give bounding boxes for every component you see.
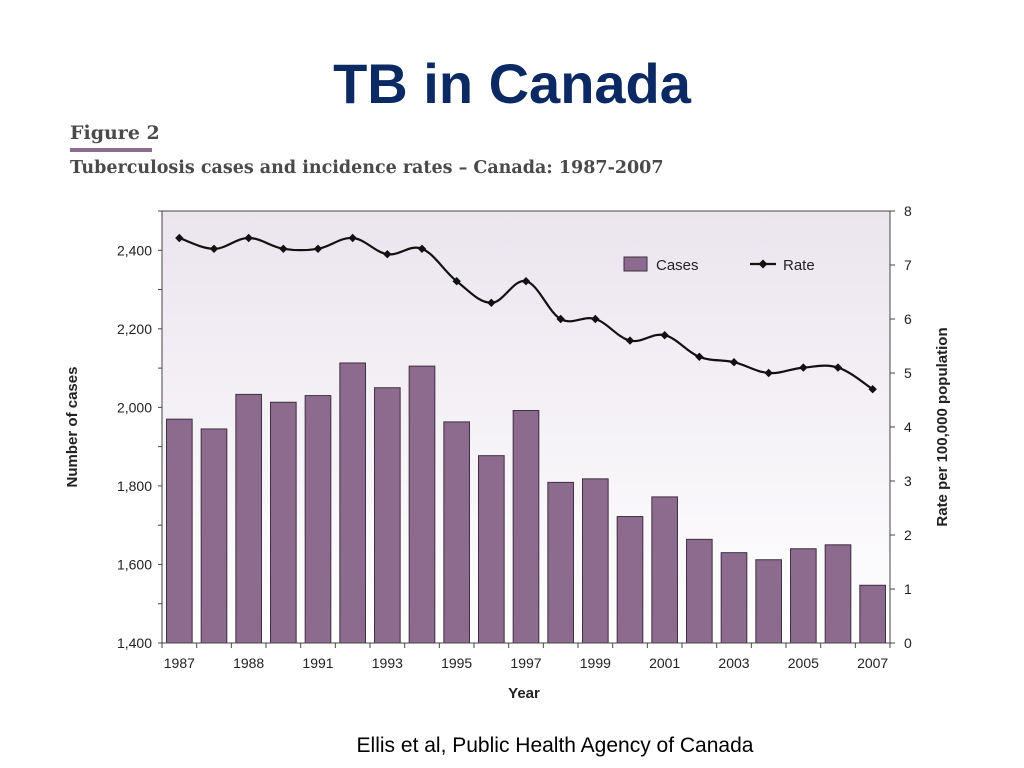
rate-point-1993 bbox=[383, 250, 392, 259]
rate-point-2000 bbox=[625, 336, 635, 345]
bar-1996 bbox=[478, 455, 505, 644]
rate-line bbox=[175, 233, 877, 394]
rate-point-1987 bbox=[175, 233, 184, 243]
bar-2003 bbox=[720, 552, 748, 644]
bar-2006 bbox=[824, 544, 852, 644]
right-tick-label: 8 bbox=[904, 203, 912, 219]
figure-label-underline bbox=[70, 148, 152, 152]
figure-label: Figure 2 bbox=[70, 122, 160, 144]
x-tick-label: 1988 bbox=[233, 655, 264, 671]
x-tick-label: 1999 bbox=[580, 655, 611, 671]
x-tick-label: 2007 bbox=[857, 655, 888, 671]
slide-title: TB in Canada bbox=[333, 52, 691, 115]
left-tick-label: 1,600 bbox=[117, 556, 152, 572]
rate-point-1999 bbox=[591, 314, 600, 324]
rate-point-1995 bbox=[452, 277, 461, 286]
legend: Cases Rate bbox=[623, 256, 815, 274]
bar-1988 bbox=[200, 428, 228, 644]
x-tick-label: 1987 bbox=[164, 655, 195, 671]
source-citation: Ellis et al, Public Health Agency of Can… bbox=[356, 734, 754, 757]
bar-2002 bbox=[686, 538, 713, 644]
bar-1995 bbox=[443, 421, 470, 644]
bar-2004 bbox=[755, 559, 782, 644]
bar-1994 bbox=[408, 365, 436, 644]
rate-point-2007 bbox=[868, 385, 877, 394]
rate-point-1996 bbox=[487, 298, 496, 307]
cases-bars bbox=[166, 362, 886, 644]
legend-cases-swatch bbox=[623, 256, 648, 272]
bar-1999 bbox=[582, 478, 609, 644]
rate-point-2001 bbox=[660, 331, 669, 340]
rate-point-1994 bbox=[417, 244, 427, 253]
bar-2001 bbox=[651, 496, 678, 644]
rate-point-1990 bbox=[279, 244, 288, 253]
bar-1990 bbox=[270, 401, 297, 644]
axes: 1,400 1,600 1,800 2,000 2,200 2,400 0 1 2 3 4 5 6 7 8 1… bbox=[64, 203, 951, 702]
rate-point-1998 bbox=[556, 314, 565, 324]
rate-point-2005 bbox=[799, 363, 808, 372]
right-tick-label: 6 bbox=[904, 311, 912, 327]
rate-point-1991 bbox=[313, 244, 323, 253]
bar-1989 bbox=[235, 393, 262, 644]
x-axis-title: Year bbox=[508, 685, 540, 702]
bar-2000 bbox=[616, 516, 644, 644]
left-tick-label: 2,200 bbox=[117, 321, 152, 337]
right-tick-label: 4 bbox=[904, 419, 912, 435]
rate-point-1997 bbox=[521, 277, 531, 286]
right-tick-label: 7 bbox=[904, 257, 912, 273]
legend-rate-label: Rate bbox=[783, 257, 815, 274]
tb-chart: 1,400 1,600 1,800 2,000 2,200 2,400 0 1 2 3 4 5 6 7 8 1… bbox=[64, 203, 951, 702]
legend-cases-label: Cases bbox=[656, 257, 699, 274]
rate-point-1992 bbox=[348, 233, 357, 243]
bar-1993 bbox=[374, 387, 401, 644]
bar-1992 bbox=[339, 362, 366, 644]
right-tick-label: 0 bbox=[904, 635, 912, 651]
right-tick-label: 3 bbox=[904, 473, 912, 489]
legend-rate-marker bbox=[758, 259, 768, 269]
bar-2005 bbox=[790, 548, 817, 644]
right-tick-label: 2 bbox=[904, 527, 912, 543]
x-tick-label: 1993 bbox=[372, 655, 403, 671]
rate-point-1989 bbox=[244, 233, 253, 243]
x-tick-label: 2005 bbox=[788, 655, 819, 671]
y-axis-title: Number of cases bbox=[64, 367, 81, 488]
x-tick-label: 1991 bbox=[302, 655, 333, 671]
left-tick-label: 1,800 bbox=[117, 478, 152, 494]
figure-subtitle: Tuberculosis cases and incidence rates –… bbox=[70, 158, 664, 178]
rate-point-2006 bbox=[833, 363, 843, 372]
bar-1987 bbox=[166, 418, 193, 644]
bar-1997 bbox=[512, 410, 540, 644]
bar-1991 bbox=[304, 395, 332, 644]
rate-point-1988 bbox=[209, 244, 219, 253]
y2-axis-title: Rate per 100,000 population bbox=[934, 327, 951, 526]
x-tick-label: 2001 bbox=[649, 655, 680, 671]
rate-point-2002 bbox=[695, 352, 704, 361]
x-tick-label: 1995 bbox=[441, 655, 472, 671]
bar-2007 bbox=[859, 584, 886, 644]
left-tick-label: 2,000 bbox=[117, 399, 152, 415]
right-tick-label: 5 bbox=[904, 365, 912, 381]
left-tick-label: 2,400 bbox=[117, 242, 152, 258]
x-tick-label: 1997 bbox=[510, 655, 541, 671]
rate-point-2004 bbox=[764, 368, 773, 378]
x-tick-label: 2003 bbox=[718, 655, 749, 671]
bar-1998 bbox=[547, 481, 574, 644]
left-tick-label: 1,400 bbox=[117, 635, 152, 651]
right-tick-label: 1 bbox=[904, 581, 912, 597]
rate-point-2003 bbox=[729, 358, 739, 367]
